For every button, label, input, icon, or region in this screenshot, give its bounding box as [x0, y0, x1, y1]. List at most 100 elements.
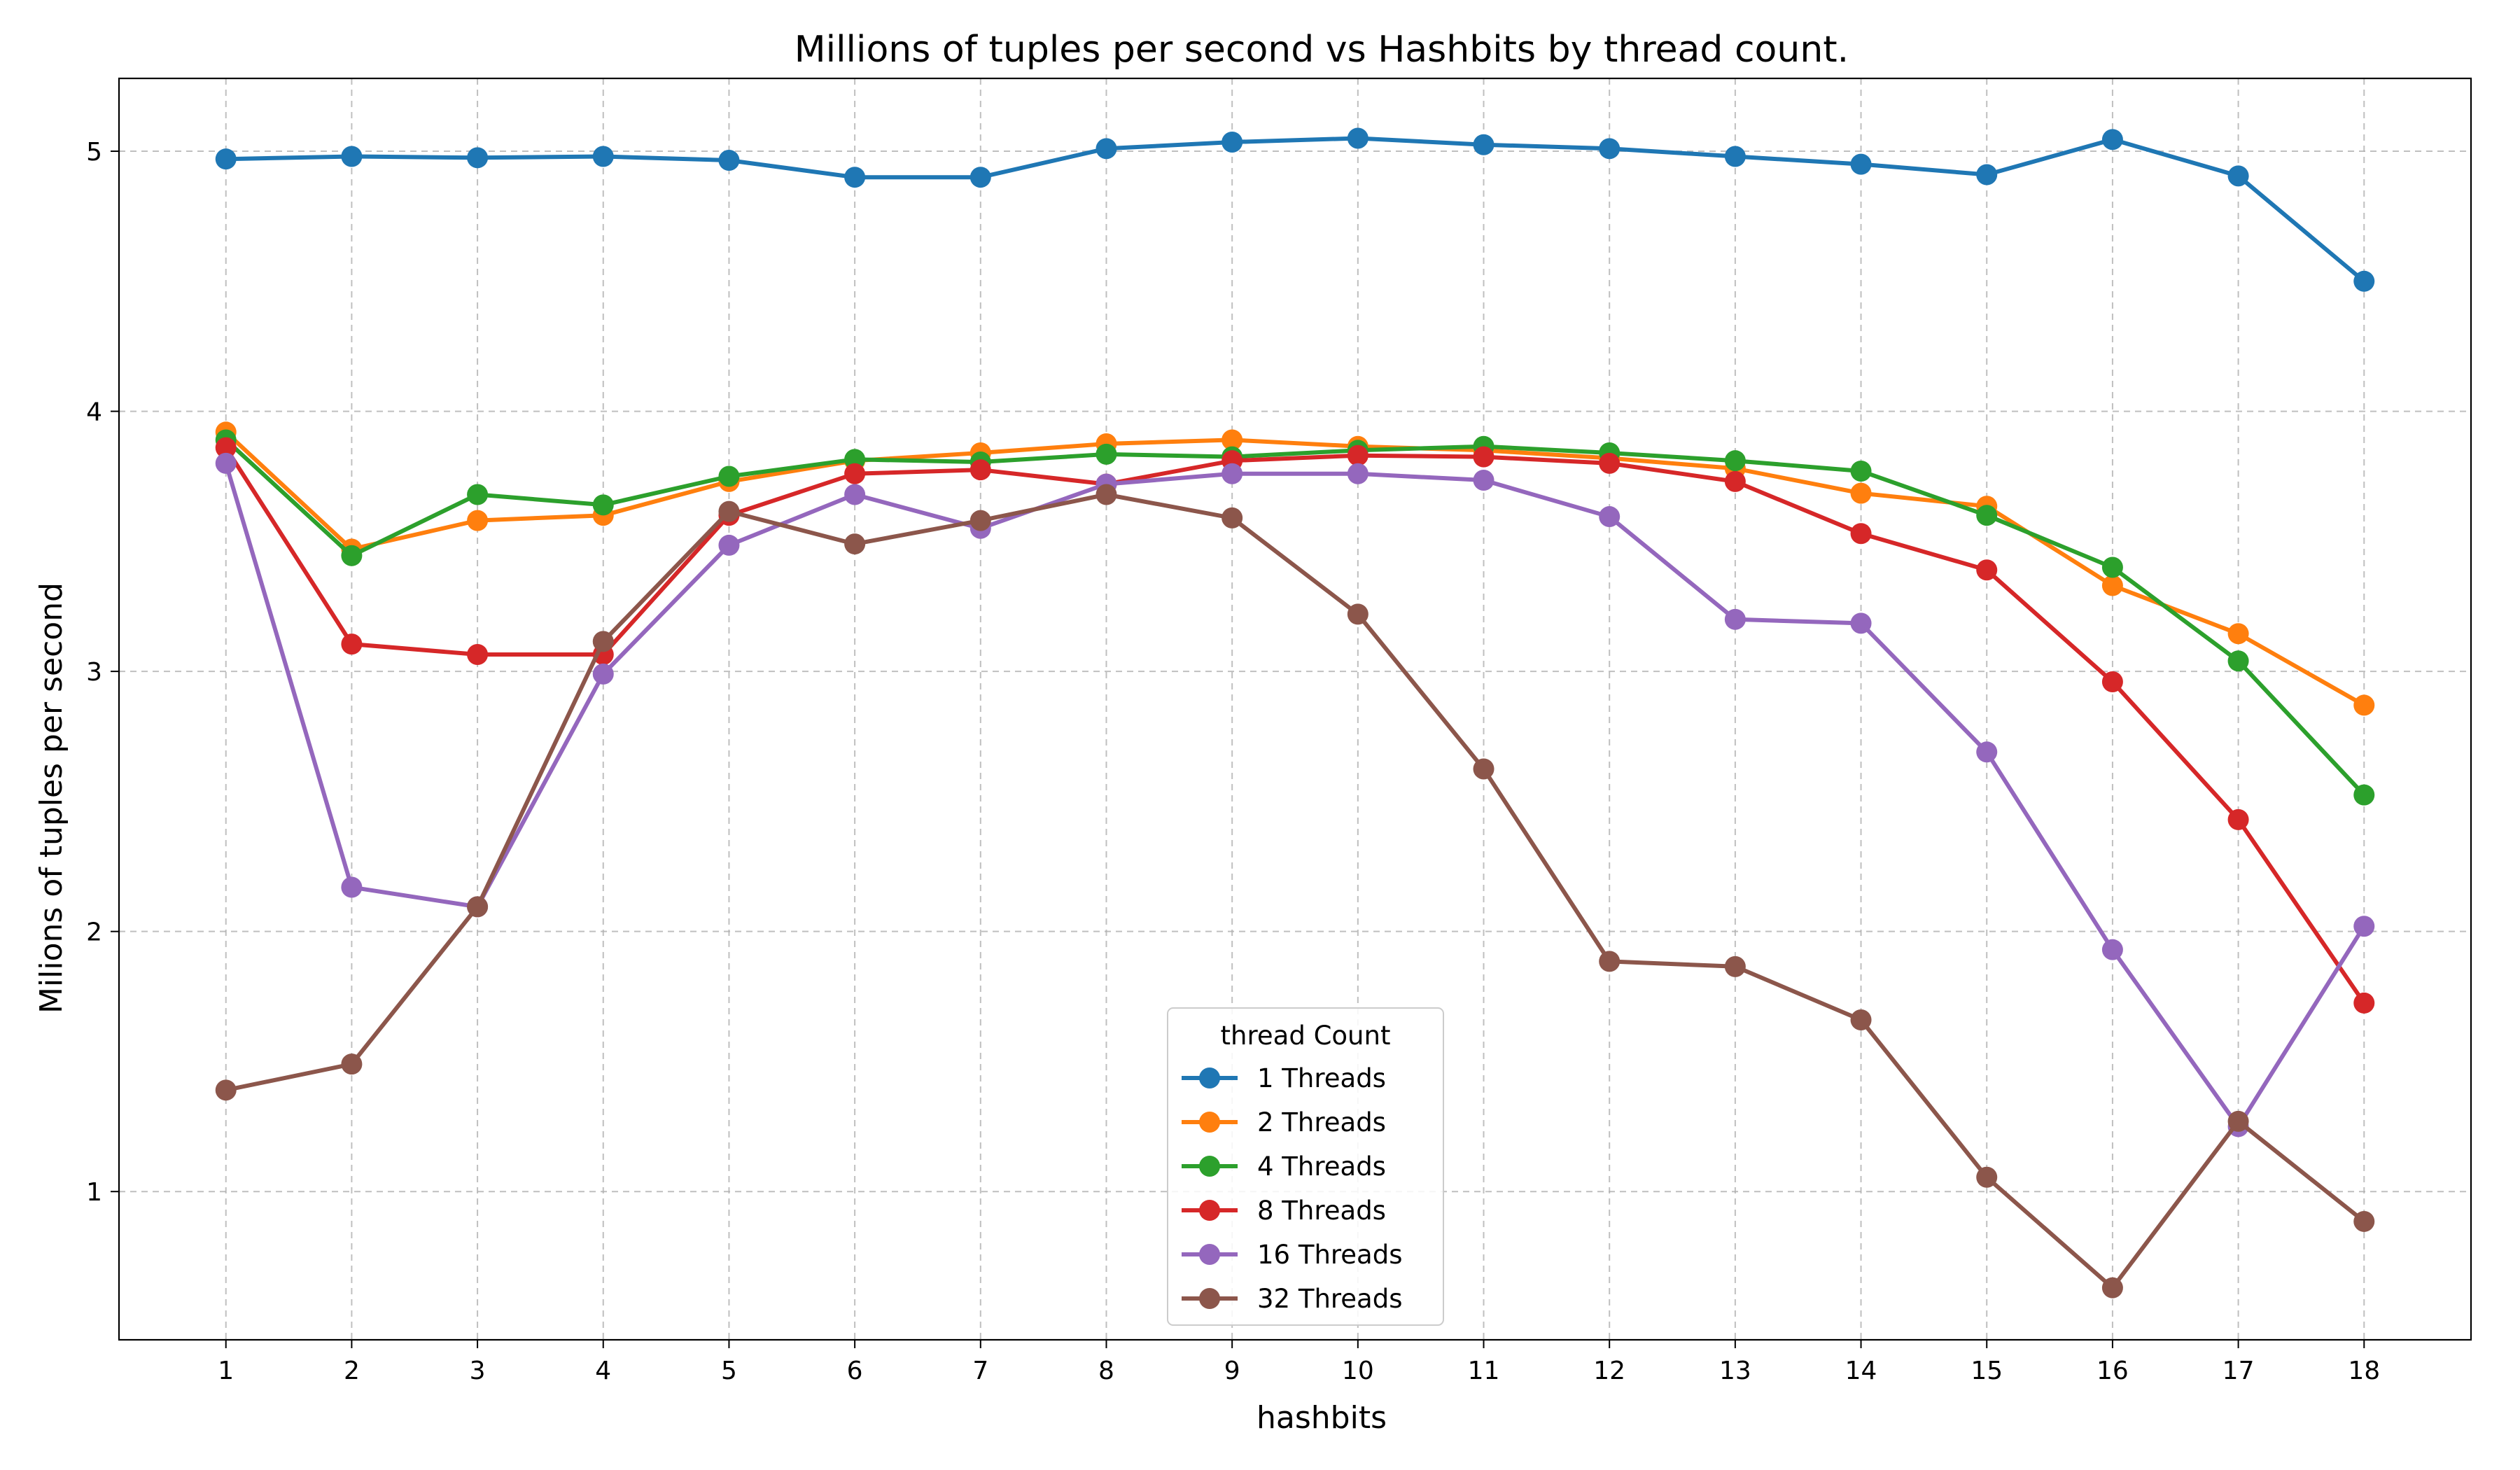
x-axis-label: hashbits	[1256, 1400, 1387, 1436]
x-tick-label: 9	[1224, 1357, 1240, 1385]
data-point	[592, 146, 614, 167]
data-point	[1473, 134, 1494, 155]
data-point	[969, 510, 991, 531]
x-tick-label: 17	[2222, 1357, 2255, 1385]
data-point	[2227, 623, 2249, 645]
legend-item: 32 Threads	[1182, 1284, 1403, 1314]
data-point	[1976, 505, 1998, 526]
x-tick-label: 1	[218, 1357, 234, 1385]
data-point	[341, 545, 363, 566]
legend-label: 2 Threads	[1257, 1107, 1386, 1138]
x-tick-label: 16	[2096, 1357, 2129, 1385]
data-point	[592, 494, 614, 516]
x-tick-label: 4	[595, 1357, 611, 1385]
data-point	[1347, 127, 1368, 149]
data-point	[1473, 446, 1494, 468]
data-point	[1096, 138, 1117, 160]
y-tick-label: 5	[86, 138, 102, 167]
legend-box	[1167, 1007, 1444, 1326]
data-point	[1599, 951, 1620, 972]
data-point	[1724, 450, 1746, 472]
data-point	[2101, 556, 2123, 578]
y-tick-label: 2	[86, 918, 102, 947]
legend-item: 4 Threads	[1182, 1152, 1386, 1182]
data-point	[341, 1054, 363, 1075]
legend-swatch-marker	[1199, 1068, 1220, 1088]
data-point	[2227, 650, 2249, 672]
series-line	[224, 446, 2366, 1004]
data-point	[844, 484, 866, 505]
series-group	[215, 127, 2375, 1298]
data-point	[1850, 523, 1872, 545]
data-point	[1222, 429, 1243, 451]
data-point	[1222, 507, 1243, 528]
legend-label: 32 Threads	[1257, 1284, 1403, 1314]
x-tick-label: 8	[1098, 1357, 1114, 1385]
data-point	[2101, 939, 2123, 960]
series-1	[215, 127, 2375, 292]
chart-title: Millions of tuples per second vs Hashbit…	[794, 29, 1849, 71]
data-point	[1976, 1166, 1998, 1188]
data-point	[341, 876, 363, 898]
data-point	[2353, 784, 2375, 806]
series-line	[224, 430, 2365, 708]
series-line	[223, 463, 2366, 1129]
data-point	[2353, 916, 2375, 937]
legend-label: 4 Threads	[1257, 1152, 1386, 1182]
legend-item: 1 Threads	[1182, 1063, 1386, 1093]
data-point	[215, 437, 237, 458]
data-point	[1222, 132, 1243, 153]
data-point	[2353, 270, 2375, 292]
data-point	[1724, 470, 1746, 492]
data-point	[467, 896, 489, 918]
data-point	[844, 167, 866, 188]
data-point	[1599, 138, 1620, 160]
data-point	[969, 167, 991, 188]
data-point	[2227, 1110, 2249, 1132]
data-point	[467, 484, 489, 505]
data-point	[1347, 463, 1368, 484]
y-axis-label: Milions of tuples per second	[34, 582, 69, 1014]
data-point	[2353, 694, 2375, 716]
data-point	[844, 463, 866, 484]
legend-label: 16 Threads	[1257, 1240, 1403, 1270]
data-point	[1850, 461, 1872, 482]
data-point	[1976, 559, 1998, 581]
data-point	[2353, 1210, 2375, 1232]
series-6	[215, 484, 2375, 1298]
y-tick-label: 1	[86, 1178, 102, 1207]
data-point	[1724, 146, 1746, 167]
data-point	[1222, 463, 1243, 484]
data-point	[1473, 758, 1494, 780]
x-tick-label: 10	[1342, 1357, 1374, 1385]
x-tick-label: 7	[972, 1357, 988, 1385]
legend-swatch-marker	[1199, 1156, 1220, 1177]
data-point	[341, 634, 363, 655]
data-point	[1850, 612, 1872, 634]
data-point	[1850, 1009, 1872, 1030]
data-point	[215, 452, 237, 474]
x-tick-label: 15	[1970, 1357, 2003, 1385]
data-point	[1599, 506, 1620, 528]
data-point	[2227, 808, 2249, 830]
legend-item: 2 Threads	[1182, 1107, 1386, 1138]
data-point	[1096, 443, 1117, 465]
data-point	[1473, 470, 1494, 491]
x-tick-label: 12	[1593, 1357, 1625, 1385]
x-tick-label: 18	[2348, 1357, 2380, 1385]
data-point	[718, 534, 740, 556]
x-tick-label: 3	[470, 1357, 486, 1385]
data-point	[467, 510, 489, 531]
legend-label: 8 Threads	[1257, 1196, 1386, 1226]
data-point	[718, 500, 740, 522]
legend-label: 1 Threads	[1257, 1063, 1386, 1093]
legend-swatch-marker	[1199, 1244, 1220, 1265]
data-point	[1096, 484, 1117, 505]
legend-item: 16 Threads	[1182, 1240, 1403, 1270]
data-point	[2101, 1277, 2123, 1298]
data-point	[2101, 575, 2123, 596]
y-tick-label: 3	[86, 658, 102, 687]
data-point	[1599, 452, 1620, 474]
